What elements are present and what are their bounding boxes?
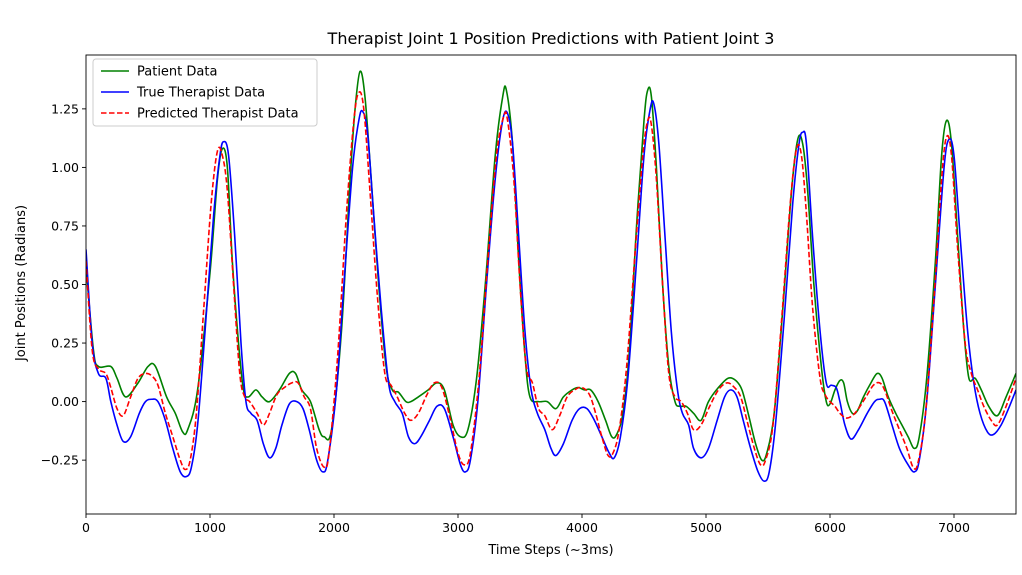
plot-background bbox=[86, 55, 1016, 514]
x-tick-label: 0 bbox=[82, 520, 90, 535]
legend: Patient Data True Therapist Data Predicted… bbox=[92, 58, 318, 127]
y-axis: −0.25 0.00 0.25 0.50 0.75 1.00 1.25 bbox=[41, 101, 86, 468]
predicted-therapist-data-line bbox=[86, 91, 1016, 471]
chart-title: Therapist Joint 1 Position Predictions w… bbox=[327, 29, 775, 48]
x-tick-label: 4000 bbox=[566, 520, 598, 535]
plot-area bbox=[85, 54, 1017, 515]
y-tick-label: 0.75 bbox=[51, 218, 79, 233]
y-tick-label: 0.00 bbox=[51, 394, 79, 409]
x-tick-label: 7000 bbox=[938, 520, 970, 535]
legend-entry-true-therapist-data: True Therapist Data bbox=[136, 86, 265, 101]
x-tick-label: 2000 bbox=[318, 520, 350, 535]
x-axis-label: Time Steps (~3ms) bbox=[487, 543, 613, 558]
y-tick-label: 0.50 bbox=[51, 277, 79, 292]
x-tick-label: 1000 bbox=[194, 520, 226, 535]
y-tick-label: 0.25 bbox=[51, 336, 79, 351]
x-tick-label: 6000 bbox=[814, 520, 846, 535]
y-tick-label: −0.25 bbox=[41, 453, 79, 468]
true-therapist-data-line bbox=[86, 100, 1016, 483]
x-tick-label: 5000 bbox=[690, 520, 722, 535]
x-axis: 0 1000 2000 3000 4000 5000 6000 7000 bbox=[82, 514, 970, 535]
legend-entry-patient-data: Patient Data bbox=[137, 65, 217, 80]
legend-entry-predicted-therapist-data: Predicted Therapist Data bbox=[137, 107, 299, 122]
x-tick-label: 3000 bbox=[442, 520, 474, 535]
y-tick-label: 1.25 bbox=[51, 101, 79, 116]
y-axis-label: Joint Positions (Radians) bbox=[14, 205, 29, 362]
series-layer bbox=[86, 70, 1016, 483]
legend-box bbox=[92, 58, 318, 127]
y-tick-label: 1.00 bbox=[51, 160, 79, 175]
